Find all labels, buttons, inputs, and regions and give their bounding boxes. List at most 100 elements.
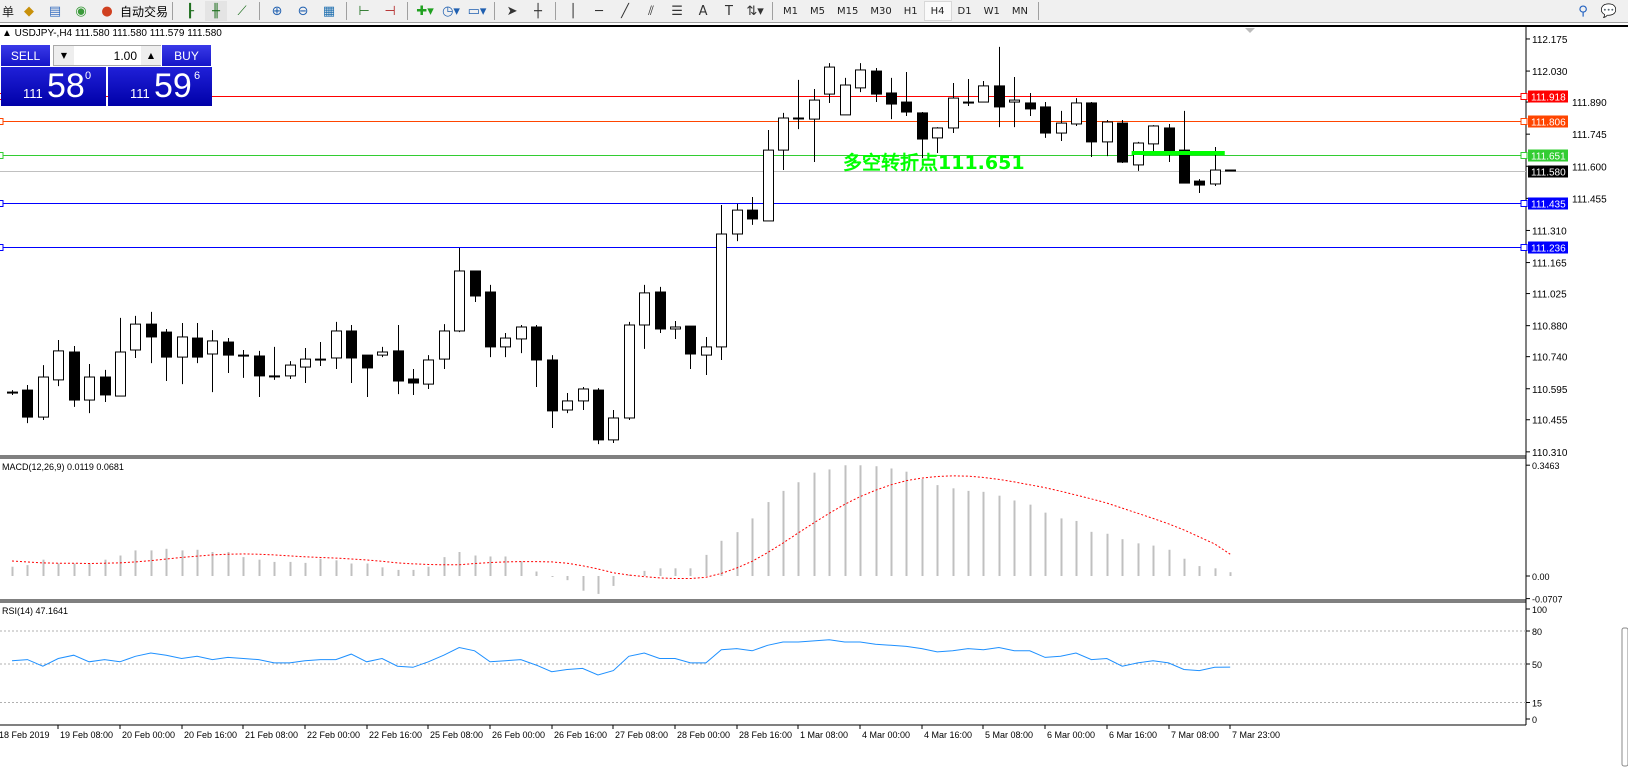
bullish-candle bbox=[331, 330, 342, 359]
price-tick-label: 111.455 bbox=[1572, 194, 1607, 205]
timeframe-m5[interactable]: M5 bbox=[810, 5, 826, 17]
trendline-icon[interactable]: ╱ bbox=[621, 3, 629, 19]
rsi-line bbox=[11, 639, 1231, 676]
fibonacci-icon[interactable]: ☰ bbox=[671, 3, 683, 19]
bullish-candle bbox=[315, 358, 326, 361]
tile-windows-icon[interactable]: ▦ bbox=[322, 3, 336, 19]
bullish-candle bbox=[855, 69, 866, 89]
templates-icon[interactable]: ▭▾ bbox=[467, 3, 487, 19]
separator bbox=[555, 2, 557, 20]
time-tick-label: 26 Feb 00:00 bbox=[492, 730, 545, 740]
time-tick-label: 19 Feb 08:00 bbox=[60, 730, 113, 740]
bullish-candle bbox=[285, 364, 296, 377]
arrows-icon[interactable]: ⇅▾ bbox=[746, 3, 764, 19]
indicators-icon[interactable]: ✚▾ bbox=[416, 3, 434, 19]
text-icon[interactable]: A bbox=[698, 3, 708, 19]
price-label-bg bbox=[1528, 165, 1568, 178]
candlestick-icon[interactable]: ╫ bbox=[205, 1, 228, 21]
timeframe-mn[interactable]: MN bbox=[1011, 5, 1028, 17]
price-line-label: 111.236 bbox=[1531, 244, 1566, 255]
navigator-icon[interactable]: ▤ bbox=[48, 3, 62, 19]
crosshair-icon[interactable]: ┼ bbox=[534, 3, 542, 19]
price-label-bg bbox=[1528, 197, 1568, 210]
timeframe-w1[interactable]: W1 bbox=[983, 5, 1000, 17]
periods-icon[interactable]: ◷▾ bbox=[442, 3, 460, 19]
bullish-candle bbox=[7, 391, 18, 394]
bearish-candle bbox=[1025, 102, 1036, 110]
time-tick-label: 7 Mar 23:00 bbox=[1232, 730, 1280, 740]
bearish-candle bbox=[1164, 127, 1175, 152]
line-chart-icon[interactable]: ⟋ bbox=[237, 3, 247, 19]
line-handle-left bbox=[0, 244, 4, 251]
decrease-lot-icon[interactable]: ▼ bbox=[54, 46, 74, 65]
price-tick-label: 111.165 bbox=[1532, 259, 1567, 270]
bullish-candle bbox=[963, 101, 974, 104]
sell-price-box[interactable]: 111 58 0 bbox=[1, 67, 106, 106]
autoscroll-icon[interactable]: ⊣ bbox=[384, 3, 396, 19]
autotrade-button[interactable]: 自动交易 bbox=[120, 4, 169, 19]
timeframe-h1[interactable]: H1 bbox=[903, 5, 918, 17]
increase-lot-icon[interactable]: ▲ bbox=[141, 46, 161, 65]
signal-icon[interactable]: ◉ bbox=[75, 3, 87, 19]
bullish-candle bbox=[732, 209, 743, 235]
equidistant-channel-icon[interactable]: ⫽ bbox=[648, 3, 654, 19]
bullish-candle bbox=[1210, 169, 1221, 185]
bearish-candle bbox=[362, 354, 373, 369]
bearish-candle bbox=[593, 389, 604, 441]
bullish-candle bbox=[608, 417, 619, 441]
horizontal-line-icon[interactable]: ─ bbox=[595, 3, 603, 19]
bearish-candle bbox=[22, 389, 33, 418]
bar-chart-icon[interactable]: ┠ bbox=[186, 3, 194, 19]
search-icon[interactable]: ⚲ bbox=[1578, 3, 1588, 19]
time-tick-label: 1 Mar 08:00 bbox=[800, 730, 848, 740]
timeframe-m30[interactable]: M30 bbox=[870, 5, 892, 17]
timeframe-h4[interactable]: H4 bbox=[923, 1, 952, 21]
bearish-candle bbox=[1225, 169, 1236, 172]
bullish-candle bbox=[500, 337, 511, 348]
bullish-candle bbox=[516, 326, 527, 340]
orders-icon[interactable]: ◆ bbox=[24, 3, 35, 19]
time-tick-label: 20 Feb 00:00 bbox=[122, 730, 175, 740]
bearish-candle bbox=[901, 101, 912, 113]
bullish-candle bbox=[639, 292, 650, 326]
time-tick-label: 21 Feb 08:00 bbox=[245, 730, 298, 740]
menu-fragment[interactable]: 单 bbox=[2, 4, 15, 19]
bullish-candle bbox=[38, 376, 49, 418]
autotrade-icon[interactable]: ● bbox=[101, 3, 113, 19]
lot-size-input[interactable] bbox=[75, 46, 140, 65]
cursor-icon[interactable]: ➤ bbox=[506, 3, 518, 19]
bearish-candle bbox=[886, 92, 897, 105]
chart-shift-icon[interactable]: ⊢ bbox=[358, 3, 370, 19]
timeframe-m15[interactable]: M15 bbox=[837, 5, 859, 17]
rsi-tick-label: 80 bbox=[1532, 627, 1542, 637]
timeframe-m1[interactable]: M1 bbox=[783, 5, 799, 17]
bullish-candle bbox=[377, 351, 388, 356]
sell-button[interactable]: SELL bbox=[1, 45, 50, 66]
bullish-candle bbox=[824, 66, 835, 95]
buy-price-box[interactable]: 111 59 6 bbox=[108, 67, 212, 106]
bearish-candle bbox=[1086, 102, 1097, 143]
zoom-out-icon[interactable]: ⊖ bbox=[297, 3, 309, 19]
line-handle-right bbox=[1520, 200, 1528, 207]
bullish-candle bbox=[809, 99, 820, 120]
lot-size-stepper[interactable]: ▼ ▲ bbox=[53, 45, 161, 66]
bearish-candle bbox=[655, 291, 666, 330]
price-label-bg bbox=[1528, 149, 1568, 162]
price-tick-label: 110.310 bbox=[1532, 448, 1568, 459]
time-tick-label: 25 Feb 08:00 bbox=[430, 730, 483, 740]
buy-button[interactable]: BUY bbox=[162, 45, 211, 66]
bullish-candle bbox=[778, 117, 789, 151]
chat-icon[interactable]: 💬 bbox=[1600, 3, 1618, 19]
toolbar: 单 ◆ ▤ ◉ ● 自动交易 ┠ ╫ ⟋ ⊕ ⊖ ▦ ⊢ ⊣ ✚▾ ◷▾ ▭▾ … bbox=[0, 0, 1628, 23]
text-label-icon[interactable]: T bbox=[725, 3, 733, 19]
timeframe-d1[interactable]: D1 bbox=[957, 5, 972, 17]
zoom-in-icon[interactable]: ⊕ bbox=[271, 3, 283, 19]
vertical-line-icon[interactable]: │ bbox=[569, 3, 577, 19]
price-tick-label: 111.745 bbox=[1572, 130, 1607, 141]
price-line-label: 111.580 bbox=[1531, 168, 1566, 179]
bullish-candle bbox=[948, 97, 959, 129]
time-tick-label: 6 Mar 16:00 bbox=[1109, 730, 1157, 740]
bearish-candle bbox=[1040, 106, 1051, 134]
bullish-candle bbox=[423, 359, 434, 385]
